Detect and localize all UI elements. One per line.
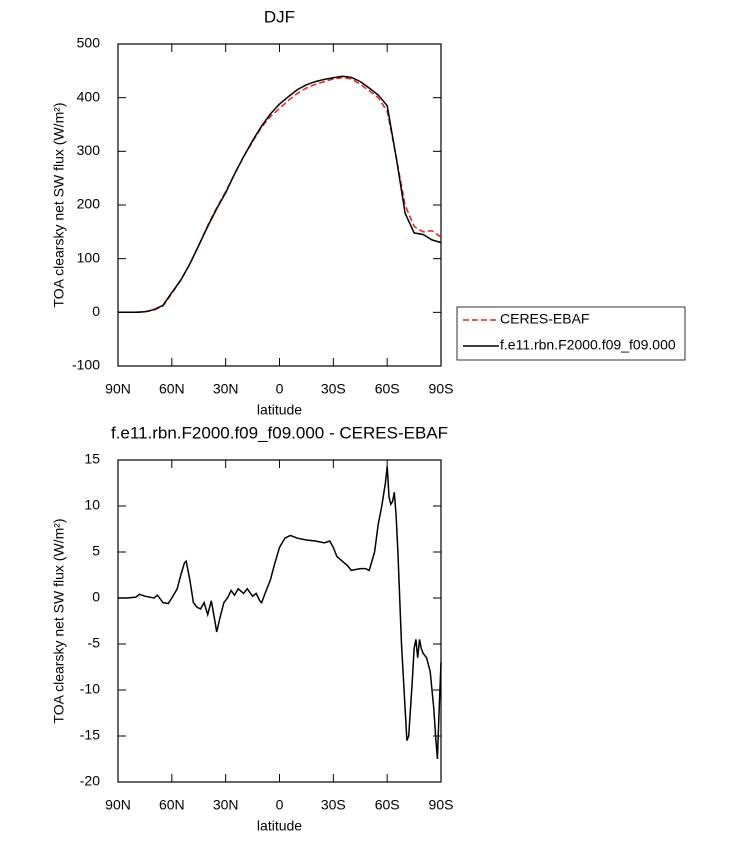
x-axis-label: latitude bbox=[257, 818, 302, 834]
legend-box bbox=[456, 306, 686, 361]
y-tick-label: 100 bbox=[77, 249, 101, 265]
y-tick-label: 300 bbox=[77, 142, 101, 158]
x-tick-label: 90S bbox=[429, 381, 454, 397]
legend-label: f.e11.rbn.F2000.f09_f09.000 bbox=[500, 337, 676, 353]
data-line bbox=[118, 75, 442, 314]
x-tick-label: 30S bbox=[321, 797, 346, 813]
y-axis-label: TOA clearsky net SW flux (W/m²) bbox=[51, 518, 67, 723]
y-tick-label: 5 bbox=[92, 543, 100, 559]
plot-frame bbox=[117, 459, 442, 783]
data-line bbox=[118, 77, 442, 314]
y-tick-label: -15 bbox=[80, 727, 100, 743]
legend-label: CERES-EBAF bbox=[500, 311, 589, 327]
x-tick-label: 60N bbox=[159, 381, 185, 397]
x-tick-label: 30N bbox=[213, 797, 239, 813]
y-tick-label: -10 bbox=[80, 681, 100, 697]
y-tick-label: 0 bbox=[92, 589, 100, 605]
y-tick-label: 0 bbox=[92, 303, 100, 319]
x-tick-label: 90N bbox=[105, 381, 131, 397]
x-tick-label: 60S bbox=[375, 381, 400, 397]
x-tick-label: 0 bbox=[276, 381, 284, 397]
y-tick-label: -20 bbox=[80, 773, 100, 789]
y-tick-label: 200 bbox=[77, 196, 101, 212]
x-tick-label: 90S bbox=[429, 797, 454, 813]
plot-frame bbox=[117, 43, 442, 367]
x-tick-label: 30N bbox=[213, 381, 239, 397]
y-tick-label: 500 bbox=[77, 35, 101, 51]
x-tick-label: 90N bbox=[105, 797, 131, 813]
chart-title: f.e11.rbn.F2000.f09_f09.000 - CERES-EBAF bbox=[111, 423, 448, 442]
x-tick-label: 0 bbox=[276, 797, 284, 813]
x-tick-label: 60N bbox=[159, 797, 185, 813]
y-tick-label: -5 bbox=[88, 635, 101, 651]
y-tick-label: 400 bbox=[77, 88, 101, 104]
x-tick-label: 30S bbox=[321, 381, 346, 397]
data-line bbox=[118, 466, 442, 760]
y-axis-label: TOA clearsky net SW flux (W/m²) bbox=[51, 102, 67, 307]
y-tick-label: 10 bbox=[84, 497, 100, 513]
chart-title: DJF bbox=[264, 7, 295, 26]
x-tick-label: 60S bbox=[375, 797, 400, 813]
y-tick-label: -100 bbox=[72, 357, 100, 373]
x-axis-label: latitude bbox=[257, 402, 302, 418]
y-tick-label: 15 bbox=[84, 451, 100, 467]
